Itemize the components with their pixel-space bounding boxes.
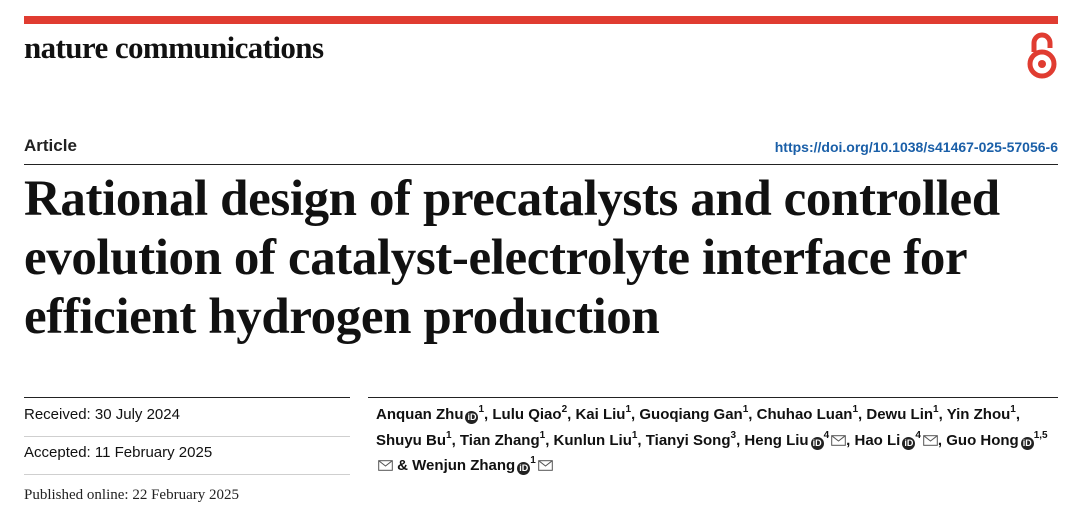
author-name[interactable]: Shuyu Bu [376, 431, 446, 449]
author-affiliation: 1 [1010, 404, 1016, 415]
author-name[interactable]: Kai Liu [575, 406, 626, 423]
open-access-icon[interactable] [1024, 30, 1060, 80]
author-name[interactable]: Guoqiang Gan [639, 406, 743, 423]
orcid-icon[interactable]: iD [902, 436, 916, 450]
journal-name[interactable]: nature communications [24, 30, 324, 65]
author-affiliation: 1 [631, 429, 638, 441]
mail-icon[interactable] [831, 434, 846, 446]
received-date: Received: 30 July 2024 [24, 406, 180, 423]
author-affiliation: 1 [742, 404, 749, 415]
author-affiliation: 1 [625, 404, 632, 415]
author-name[interactable]: Lulu Qiao [492, 406, 562, 423]
published-date: Published online: 22 February 2025 [24, 487, 239, 503]
author-affiliation: 1,5 [1033, 429, 1048, 441]
author-name[interactable]: Guo Hong [946, 431, 1019, 449]
author-name[interactable]: Wenjun Zhang [412, 457, 516, 474]
article-title: Rational design of precatalysts and cont… [24, 171, 1000, 345]
journal-accent-bar [24, 16, 1058, 24]
author-list: Anquan Zhu iD1, Lulu Qiao2, Kai Liu1, Guo… [376, 404, 1048, 475]
article-type-label: Article [24, 136, 77, 155]
author-affiliation: 4 [823, 429, 830, 441]
author-name[interactable]: Heng Liu [744, 431, 809, 449]
author-affiliation: 1 [933, 404, 939, 415]
header-divider [24, 164, 1058, 165]
orcid-icon[interactable]: iD [517, 462, 531, 475]
author-affiliation: 4 [915, 429, 921, 441]
author-affiliation: 1 [446, 429, 452, 441]
author-name[interactable]: Dewu Lin [866, 406, 934, 423]
history-divider [24, 397, 350, 398]
author-affiliation: 1 [478, 404, 485, 415]
author-name[interactable]: Anquan Zhu [376, 406, 464, 423]
author-name[interactable]: Chuhao Luan [756, 406, 853, 423]
doi-link[interactable]: https://doi.org/10.1038/s41467-025-57056… [774, 139, 1058, 155]
history-separator [24, 436, 350, 437]
accepted-date: Accepted: 11 February 2025 [24, 444, 213, 461]
author-affiliation: 1 [852, 404, 859, 415]
author-affiliation: 1 [530, 455, 536, 466]
author-name[interactable]: Tian Zhang [459, 431, 540, 449]
author-affiliation: 1 [539, 429, 546, 441]
mail-icon[interactable] [923, 434, 938, 446]
author-name[interactable]: Tianyi Song [645, 431, 731, 449]
author-name[interactable]: Kunlun Liu [553, 431, 632, 449]
authors-divider [368, 397, 1058, 398]
orcid-icon[interactable]: iD [1020, 436, 1034, 450]
mail-icon[interactable] [378, 460, 393, 471]
orcid-icon[interactable]: iD [465, 411, 479, 424]
author-name[interactable]: Hao Li [854, 431, 901, 449]
author-affiliation: 3 [730, 429, 737, 441]
orcid-icon[interactable]: iD [810, 436, 824, 450]
author-affiliation: 2 [561, 404, 568, 415]
history-separator [24, 474, 350, 475]
mail-icon[interactable] [537, 460, 553, 471]
author-name[interactable]: Yin Zhou [946, 406, 1011, 423]
